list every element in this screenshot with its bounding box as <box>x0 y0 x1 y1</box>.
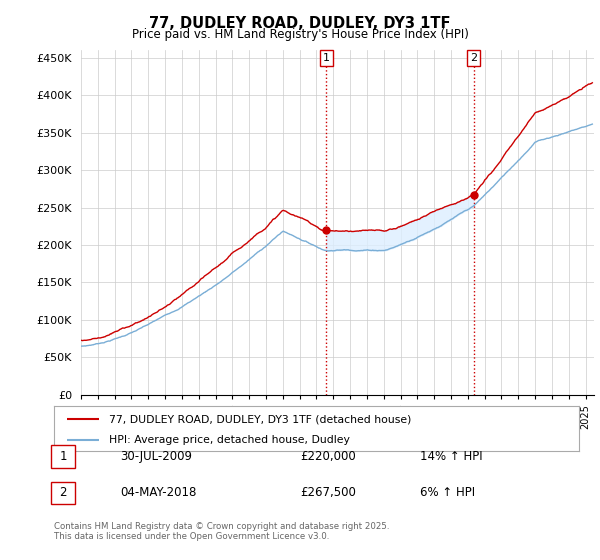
Text: £267,500: £267,500 <box>300 486 356 500</box>
Text: 2: 2 <box>470 53 477 63</box>
Text: 6% ↑ HPI: 6% ↑ HPI <box>420 486 475 500</box>
Text: HPI: Average price, detached house, Dudley: HPI: Average price, detached house, Dudl… <box>109 435 350 445</box>
Text: Price paid vs. HM Land Registry's House Price Index (HPI): Price paid vs. HM Land Registry's House … <box>131 28 469 41</box>
Text: 04-MAY-2018: 04-MAY-2018 <box>120 486 196 500</box>
Text: 30-JUL-2009: 30-JUL-2009 <box>120 450 192 463</box>
Text: 1: 1 <box>323 53 330 63</box>
Text: 77, DUDLEY ROAD, DUDLEY, DY3 1TF (detached house): 77, DUDLEY ROAD, DUDLEY, DY3 1TF (detach… <box>109 414 412 424</box>
Text: 77, DUDLEY ROAD, DUDLEY, DY3 1TF: 77, DUDLEY ROAD, DUDLEY, DY3 1TF <box>149 16 451 31</box>
Text: Contains HM Land Registry data © Crown copyright and database right 2025.
This d: Contains HM Land Registry data © Crown c… <box>54 522 389 542</box>
Text: 14% ↑ HPI: 14% ↑ HPI <box>420 450 482 463</box>
Text: 1: 1 <box>59 450 67 463</box>
Text: £220,000: £220,000 <box>300 450 356 463</box>
Text: 2: 2 <box>59 486 67 500</box>
